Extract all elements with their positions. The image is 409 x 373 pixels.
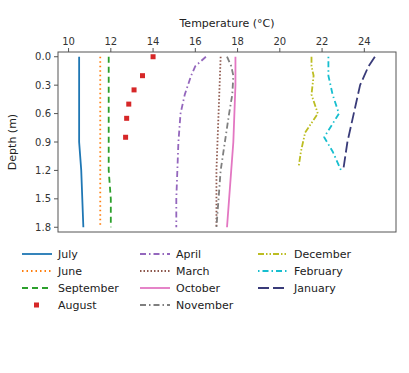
x-tick bbox=[195, 48, 196, 52]
series-line bbox=[216, 57, 220, 228]
legend-swatch bbox=[140, 253, 170, 255]
marker bbox=[123, 135, 128, 140]
x-tick-label: 10 bbox=[62, 36, 75, 47]
legend-swatch bbox=[22, 287, 52, 289]
legend-swatch bbox=[258, 287, 288, 289]
legend-swatch bbox=[258, 270, 288, 272]
series-line bbox=[216, 57, 233, 228]
plot-area bbox=[79, 54, 375, 227]
x-tick-label: 18 bbox=[231, 36, 244, 47]
legend-label: April bbox=[176, 248, 201, 261]
marker bbox=[132, 87, 137, 92]
x-tick bbox=[68, 48, 69, 52]
legend-swatch bbox=[258, 253, 288, 255]
x-tick-label: 22 bbox=[316, 36, 329, 47]
y-tick-label: 0.0 bbox=[35, 51, 51, 62]
x-tick bbox=[110, 48, 111, 52]
series-line bbox=[176, 57, 206, 228]
series-line bbox=[227, 57, 235, 228]
series-line bbox=[99, 57, 101, 228]
y-tick-label: 0.6 bbox=[35, 108, 51, 119]
y-axis-label: Depth (m) bbox=[6, 114, 19, 170]
marker bbox=[124, 116, 129, 121]
marker bbox=[140, 73, 145, 78]
x-tick-label: 24 bbox=[358, 36, 371, 47]
series-line bbox=[343, 57, 375, 171]
x-tick bbox=[364, 48, 365, 52]
y-tick bbox=[54, 113, 58, 114]
legend-swatch bbox=[22, 270, 52, 272]
legend-label: January bbox=[293, 282, 336, 295]
legend-label: June bbox=[57, 265, 82, 278]
y-tick-label: 1.8 bbox=[35, 222, 51, 233]
legend-label: February bbox=[294, 265, 343, 278]
y-tick bbox=[54, 170, 58, 171]
plot-frame bbox=[58, 52, 396, 232]
legend-swatch bbox=[140, 270, 170, 272]
y-tick bbox=[54, 56, 58, 57]
y-tick bbox=[54, 142, 58, 143]
legend-swatch bbox=[22, 253, 52, 255]
x-tick-label: 14 bbox=[147, 36, 160, 47]
x-tick bbox=[279, 48, 280, 52]
legend-swatch bbox=[34, 303, 39, 308]
x-tick-label: 20 bbox=[273, 36, 286, 47]
y-tick bbox=[54, 198, 58, 199]
series-line bbox=[79, 57, 83, 228]
y-tick-label: 0.3 bbox=[35, 80, 51, 91]
series-line bbox=[109, 57, 111, 228]
legend-swatch bbox=[140, 304, 170, 306]
legend-label: July bbox=[57, 248, 78, 261]
x-tick-label: 16 bbox=[189, 36, 202, 47]
chart: 10 12 14 16 18 20 22 24 0.0 0.3 0.6 0.9 1.2 1.5 1.8 Tem… bbox=[0, 0, 409, 373]
legend-label: August bbox=[58, 299, 97, 312]
x-tick bbox=[322, 48, 323, 52]
x-tick-label: 12 bbox=[104, 36, 117, 47]
x-axis-label: Temperature (°C) bbox=[179, 17, 275, 30]
legend-label: November bbox=[176, 299, 234, 312]
legend-swatch bbox=[140, 287, 170, 289]
x-tick bbox=[237, 48, 238, 52]
marker bbox=[151, 54, 156, 59]
legend-label: October bbox=[176, 282, 220, 295]
series-line bbox=[299, 57, 318, 166]
y-tick-label: 0.9 bbox=[35, 137, 51, 148]
legend-label: December bbox=[294, 248, 352, 261]
x-tick bbox=[153, 48, 154, 52]
y-tick-label: 1.2 bbox=[35, 165, 51, 176]
legend-label: March bbox=[176, 265, 210, 278]
y-tick bbox=[54, 85, 58, 86]
legend-label: September bbox=[58, 282, 119, 295]
y-tick bbox=[54, 227, 58, 228]
legend: July June September August April March October… bbox=[22, 248, 352, 312]
marker bbox=[126, 102, 131, 107]
series-line bbox=[324, 57, 341, 171]
y-tick-label: 1.5 bbox=[35, 193, 51, 204]
